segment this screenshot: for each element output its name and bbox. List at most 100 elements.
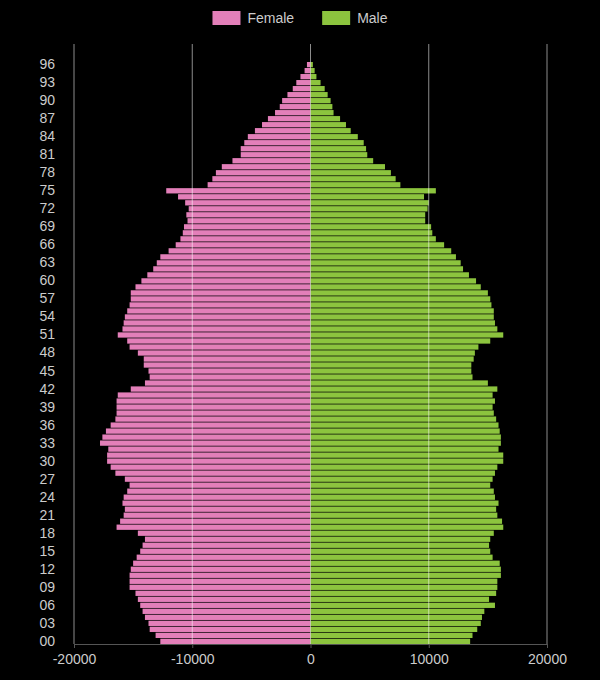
bar	[156, 633, 311, 638]
bar	[311, 573, 501, 578]
bar	[166, 188, 310, 193]
bar	[125, 477, 311, 482]
grid-line	[74, 44, 75, 644]
bar	[311, 314, 494, 319]
bar	[111, 422, 311, 427]
bar	[311, 621, 481, 626]
bar	[311, 446, 499, 451]
bar	[115, 416, 310, 421]
bar	[311, 416, 497, 421]
y-tick-label: 66	[39, 236, 55, 252]
bar	[311, 380, 488, 385]
series-bars	[100, 62, 310, 644]
bar	[311, 549, 491, 554]
bar	[117, 410, 311, 415]
bar	[311, 224, 432, 229]
bar	[232, 158, 310, 163]
bar	[186, 212, 310, 217]
legend-label: Male	[357, 10, 388, 26]
bar	[118, 392, 311, 397]
bar	[107, 458, 310, 463]
bar	[311, 296, 491, 301]
bar	[311, 254, 456, 259]
y-tick: 51	[39, 326, 55, 342]
x-tick-label: 20000	[528, 651, 567, 667]
bar	[311, 278, 477, 283]
bar	[111, 464, 311, 469]
bar	[311, 320, 495, 325]
bar	[157, 260, 311, 265]
y-tick: 42	[39, 381, 55, 397]
bar	[311, 434, 501, 439]
grid-line	[547, 44, 548, 644]
bar	[311, 410, 494, 415]
y-tick-label: 06	[39, 597, 55, 613]
bar	[120, 519, 310, 524]
y-tick: 09	[39, 579, 55, 595]
bar	[311, 116, 341, 121]
bar	[311, 603, 495, 608]
bar	[311, 152, 368, 157]
bar	[311, 80, 321, 85]
bar	[307, 62, 311, 67]
y-tick-label: 48	[39, 344, 55, 360]
bar	[311, 597, 490, 602]
bar	[282, 98, 310, 103]
bar	[311, 308, 494, 313]
bar	[311, 200, 429, 205]
grid-line	[310, 44, 311, 644]
bar	[176, 242, 311, 247]
bar	[311, 206, 428, 211]
bar	[311, 164, 385, 169]
bar	[108, 446, 310, 451]
y-tick: 48	[39, 344, 55, 360]
x-tick-mark	[311, 644, 312, 648]
bar	[311, 507, 497, 512]
bar	[241, 152, 311, 157]
bar	[125, 314, 311, 319]
bar	[311, 525, 504, 530]
bar	[311, 146, 367, 151]
x-tick-mark	[429, 644, 430, 648]
bar	[135, 284, 310, 289]
bar	[305, 68, 311, 73]
bar	[140, 549, 310, 554]
bar	[106, 428, 311, 433]
y-tick-label: 30	[39, 453, 55, 469]
y-tick-label: 78	[39, 164, 55, 180]
legend: FemaleMale	[212, 10, 387, 26]
bar	[131, 567, 311, 572]
y-tick-label: 69	[39, 218, 55, 234]
y-tick-label: 54	[39, 308, 55, 324]
bar	[311, 543, 490, 548]
bar	[124, 513, 311, 518]
y-tick-label: 84	[39, 128, 55, 144]
bar	[178, 194, 310, 199]
grid-line	[428, 44, 429, 644]
y-tick: 60	[39, 272, 55, 288]
grid-line	[192, 44, 193, 644]
bar	[311, 134, 358, 139]
y-tick: 93	[39, 74, 55, 90]
bar	[137, 555, 311, 560]
bar	[311, 531, 494, 536]
bar	[222, 164, 311, 169]
bar	[311, 579, 498, 584]
bar	[275, 110, 310, 115]
bar	[311, 392, 493, 397]
bar	[122, 501, 310, 506]
bar	[293, 86, 311, 91]
bar	[311, 212, 426, 217]
bar	[311, 104, 333, 109]
y-tick-label: 87	[39, 110, 55, 126]
bar	[311, 356, 474, 361]
bar	[125, 507, 311, 512]
y-axis: 0003060912151821242730333639424548515457…	[39, 56, 55, 649]
bar	[117, 398, 311, 403]
bar	[124, 320, 311, 325]
y-tick-label: 12	[39, 561, 55, 577]
bar	[127, 489, 310, 494]
bar	[311, 537, 491, 542]
y-tick: 75	[39, 182, 55, 198]
bar	[311, 272, 469, 277]
